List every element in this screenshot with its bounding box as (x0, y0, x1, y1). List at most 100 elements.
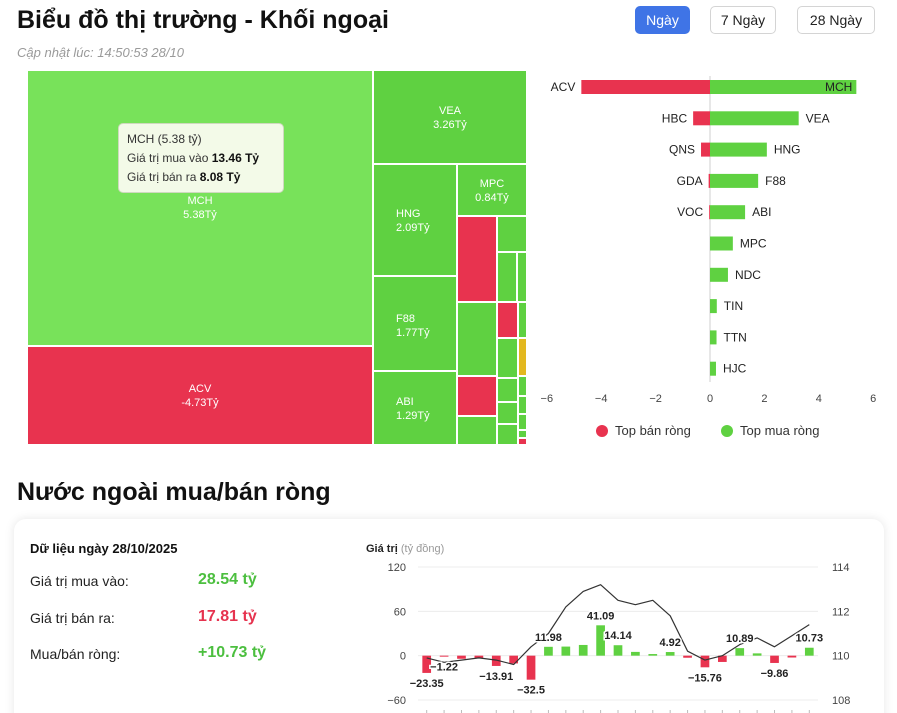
treemap-tile-small[interactable] (497, 378, 518, 402)
tile-symbol: VEA (438, 105, 461, 117)
buy-bar (710, 205, 746, 220)
treemap-tile-small[interactable] (497, 338, 518, 378)
buy-label: Giá trị mua vào: (30, 573, 129, 589)
treemap-tile-vea[interactable]: VEA 3.26Tỷ (373, 70, 527, 164)
treemap-tile-small[interactable] (497, 424, 518, 445)
tab-7-days[interactable]: 7 Ngày (710, 6, 776, 34)
net-bar (613, 645, 623, 656)
y2-tick-label: 112 (832, 606, 850, 618)
treemap-tile-small[interactable] (457, 216, 497, 302)
treemap-tile-small[interactable] (518, 396, 527, 414)
sell-bar (693, 111, 710, 126)
bar-data-label: −1.22 (430, 662, 458, 674)
buy-bar (710, 330, 717, 345)
buy-symbol-label: MPC (740, 237, 767, 251)
treemap-tile-mpc[interactable]: MPC 0.84Tỷ (457, 164, 527, 216)
net-bar (422, 655, 432, 673)
net-bar (491, 655, 501, 666)
sell-bar (581, 80, 710, 94)
y-axis-title: Giá trị (tỷ đồng) (366, 543, 445, 555)
updated-time: Cập nhật lúc: 14:50:53 28/10 (17, 45, 184, 60)
buy-bar (710, 267, 728, 282)
tile-value: 1.29Tỷ (396, 410, 430, 422)
section-title: Nước ngoài mua/bán ròng (17, 478, 331, 506)
x-tick-label: 6 (870, 393, 876, 405)
tile-symbol: MCH (187, 195, 213, 207)
y-tick-label: −60 (387, 695, 406, 707)
sell-bar (701, 142, 710, 157)
treemap-tile-small[interactable] (457, 302, 497, 376)
net-trade-card (14, 519, 884, 713)
treemap-tile-small[interactable] (497, 216, 527, 252)
bar-data-label: −13.91 (479, 671, 513, 683)
treemap-tile-small[interactable] (518, 338, 527, 376)
treemap-tile-small[interactable] (497, 302, 518, 338)
y-tick-label: 60 (394, 606, 406, 618)
net-bar (683, 655, 692, 658)
buy-bar (710, 173, 759, 188)
tooltip-buy: Giá trị mua vào 13.46 Tỷ (127, 151, 260, 165)
treemap-tile-small[interactable] (457, 376, 497, 416)
buy-symbol-label: F88 (765, 174, 786, 188)
net-bar (631, 651, 640, 656)
net-bar (735, 648, 745, 656)
sell-symbol-label: QNS (669, 143, 695, 157)
treemap-tile-small[interactable] (518, 438, 527, 445)
y2-tick-label: 108 (832, 695, 850, 707)
tile-value: -4.73Tỷ (181, 397, 219, 409)
treemap-tile-f88[interactable]: F88 1.77Tỷ (373, 276, 457, 371)
x-tick-label: 0 (707, 393, 713, 405)
bar-data-label: −15.76 (688, 672, 722, 684)
legend-buy-label: Top mua ròng (740, 423, 820, 438)
treemap-tile-small[interactable] (518, 430, 527, 438)
treemap-tile-small[interactable] (518, 414, 527, 430)
net-bar (718, 655, 727, 662)
net-bar (700, 655, 710, 668)
x-tick-label: −2 (649, 393, 662, 405)
buy-value: 28.54 tỷ (198, 571, 257, 588)
bar-data-label: 14.14 (604, 630, 632, 642)
tab-day[interactable]: Ngày (635, 6, 690, 34)
treemap-tile-hng[interactable]: HNG 2.09Tỷ (373, 164, 457, 276)
tile-symbol: MPC (479, 178, 505, 190)
buy-bar (710, 299, 717, 314)
sell-symbol-label: ACV (551, 80, 576, 94)
buy-bar (710, 361, 716, 376)
net-value: +10.73 tỷ (198, 644, 267, 661)
buy-symbol-label: HNG (774, 143, 801, 157)
net-bar (544, 646, 553, 656)
legend-sell-swatch (596, 425, 608, 437)
bar-data-label: −23.35 (410, 678, 444, 690)
bar-data-label: 41.09 (587, 610, 615, 622)
net-bar (474, 655, 484, 658)
y2-tick-label: 114 (832, 562, 850, 574)
treemap-tile-acv[interactable]: ACV -4.73Tỷ (27, 346, 373, 445)
treemap-tooltip: MCH (5.38 tỷ) Giá trị mua vào 13.46 Tỷ G… (118, 123, 284, 193)
y-tick-label: 120 (388, 562, 406, 574)
buy-symbol-label: NDC (735, 268, 761, 282)
net-trade-combo-chart: 120 60 0 −60 114 112 110 108 −23.35 −1.22 −13.91 −3… (387, 562, 850, 713)
net-bar (526, 655, 536, 680)
treemap-tile-abi[interactable]: ABI 1.29Tỷ (373, 371, 457, 445)
treemap-tile-small[interactable] (497, 252, 517, 302)
buy-bar (710, 80, 857, 94)
buy-symbol-label: VEA (806, 111, 830, 125)
buy-bar (710, 236, 733, 251)
sell-symbol-label: HBC (662, 111, 688, 125)
tile-symbol: ABI (396, 396, 414, 408)
treemap-tile-small[interactable] (518, 376, 527, 396)
treemap-tile-small[interactable] (517, 252, 527, 302)
net-bar (561, 646, 571, 656)
x-tick-label: 4 (816, 393, 822, 405)
treemap-tile-small[interactable] (457, 416, 497, 445)
buy-bar (710, 142, 767, 157)
treemap-tile-small[interactable] (497, 402, 518, 424)
legend-buy-swatch (721, 425, 733, 437)
buy-symbol-label: TTN (724, 330, 747, 344)
treemap-tile-mch[interactable]: MCH 5.38Tỷ (27, 70, 373, 346)
net-bar (648, 654, 658, 656)
sell-label: Giá trị bán ra: (30, 610, 115, 626)
bar-data-label: −9.86 (761, 668, 789, 680)
tab-28-days[interactable]: 28 Ngày (797, 6, 875, 34)
treemap-tile-small[interactable] (518, 302, 527, 338)
